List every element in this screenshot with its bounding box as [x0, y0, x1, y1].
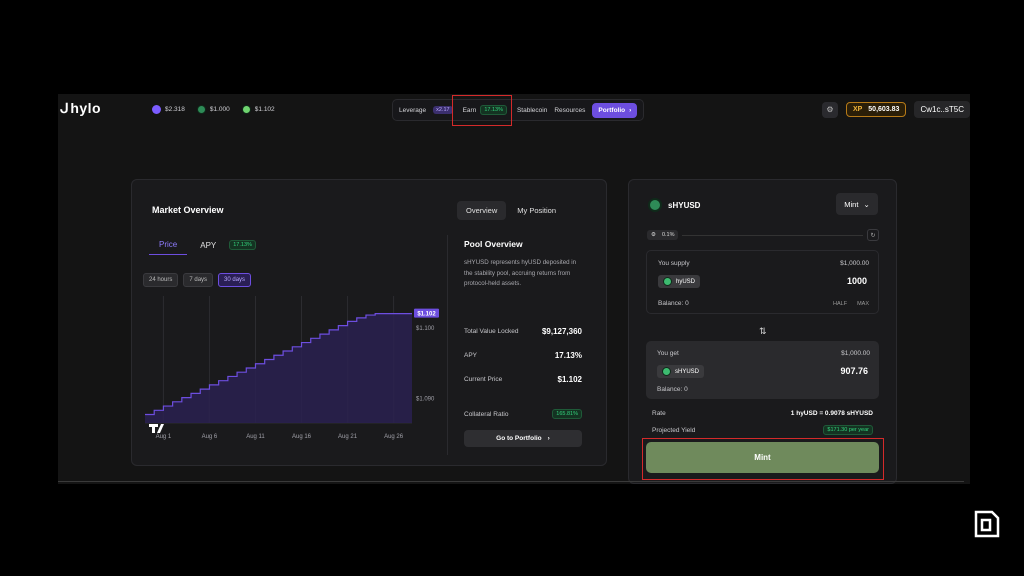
mode-dropdown[interactable]: Mint ⌄: [836, 193, 878, 215]
green-token-icon: [196, 105, 206, 114]
gear-icon[interactable]: ⚙: [821, 101, 838, 118]
x-tick-label: Aug 6: [202, 434, 218, 440]
supply-input-box: You supply $1,000.00 hyUSD 1000 Balance:…: [646, 250, 879, 314]
stat-current-price: Current Price $1.102: [464, 375, 582, 384]
token-prices: $2.318 $1.000 $1.102: [152, 105, 275, 114]
go-to-portfolio-button[interactable]: Go to Portfolio ›: [464, 430, 582, 447]
chevron-down-icon: ⌄: [863, 199, 870, 209]
receive-amount: 907.76: [840, 366, 868, 376]
slippage-setting[interactable]: ⚙ 0.1%: [647, 230, 679, 240]
hylo-logo[interactable]: ᒍhylo: [60, 100, 102, 116]
corner-brand-icon: [974, 510, 1000, 538]
chevron-right-icon: ›: [629, 106, 632, 114]
chart-metric-tabs: Price APY 17.13%: [149, 240, 256, 255]
stat-apy: APY 17.13%: [464, 351, 582, 360]
xp-badge[interactable]: XP 50,603.83: [845, 102, 907, 117]
y-tick-label: $1.100: [416, 326, 435, 332]
y-tick-label: $1.090: [416, 396, 435, 402]
hyusd-token-icon: [663, 277, 672, 286]
current-price-tag: [414, 308, 439, 318]
earn-badge: 17.13%: [480, 105, 507, 115]
tab-price[interactable]: Price: [149, 240, 188, 255]
tab-my-position[interactable]: My Position: [517, 206, 557, 215]
tab-apy[interactable]: APY: [200, 240, 217, 250]
max-button[interactable]: MAX: [857, 301, 869, 307]
pool-description: sHYUSD represents hyUSD deposited in the…: [464, 259, 577, 287]
price-chart[interactable]: Aug 1 Aug 6 Aug 11 Aug 16 Aug 21 Aug 26 $1.100…: [142, 288, 442, 448]
shyusd-token-icon: [648, 198, 662, 212]
x-tick-label: Aug 11: [246, 434, 265, 440]
view-tabs: Overview My Position: [457, 201, 565, 220]
x-tick-label: Aug 21: [338, 434, 358, 440]
token-price-item: $2.318: [152, 105, 185, 114]
supply-token-selector[interactable]: hyUSD: [658, 275, 701, 288]
range-7-days[interactable]: 7 days: [183, 273, 214, 287]
lime-token-icon: [241, 105, 251, 114]
tab-overview[interactable]: Overview: [457, 201, 507, 220]
hylo-logo-mark-icon: ᒍ: [60, 100, 70, 116]
time-range-selector: 24 hours 7 days 30 days: [143, 273, 252, 287]
leverage-badge: x2.17: [433, 106, 453, 114]
slippage-row: ⚙ 0.1% ↻: [647, 229, 879, 241]
x-tick-label: Aug 26: [384, 434, 404, 440]
mint-panel: sHYUSD Mint ⌄ ⚙ 0.1% ↻ You supply $1,000…: [628, 179, 897, 484]
header-actions: ⚙ XP 50,603.83 Cw1c..sT5C: [821, 101, 970, 118]
divider-line: [58, 481, 964, 482]
apy-badge: 17.13%: [229, 240, 256, 250]
market-overview-title: Market Overview: [152, 205, 224, 215]
projected-yield-row: Projected Yield $171.30 per year: [652, 425, 873, 435]
x-tick-label: Aug 1: [156, 434, 172, 440]
shyusd-token-icon: [662, 367, 671, 376]
tradingview-logo-icon: [149, 424, 164, 433]
supply-amount-input[interactable]: 1000: [846, 276, 867, 286]
refresh-icon[interactable]: ↻: [867, 229, 879, 241]
token-price-item: $1.102: [241, 105, 275, 114]
range-24-hours[interactable]: 24 hours: [143, 273, 179, 287]
nav-stablecoin[interactable]: Stablecoin: [516, 106, 548, 114]
stat-tvl: Total Value Locked $9,127,360: [464, 327, 582, 336]
settings-icon: ⚙: [651, 232, 656, 238]
swap-direction-icon[interactable]: ⇅: [759, 326, 767, 336]
receive-box: You get $1,000.00 sHYUSD 907.76 Balance:…: [646, 341, 879, 399]
mint-panel-header: sHYUSD: [648, 198, 700, 212]
earn-highlight-box: [452, 95, 512, 126]
app-window: ᒍhylo $2.318 $1.000 $1.102 Leverage x2.1…: [58, 94, 970, 484]
token-price-item: $1.000: [196, 105, 230, 114]
mint-button[interactable]: Mint: [646, 442, 879, 473]
portfolio-button[interactable]: Portfolio ›: [592, 102, 638, 118]
main-nav: Leverage x2.17 Earn 17.13% Stablecoin Re…: [392, 99, 645, 121]
receive-token-selector[interactable]: sHYUSD: [657, 365, 705, 378]
half-button[interactable]: HALF: [833, 301, 848, 307]
x-tick-label: Aug 16: [292, 434, 312, 440]
stat-collateral-ratio: Collateral Ratio 165.81%: [464, 409, 582, 419]
chevron-right-icon: ›: [547, 435, 550, 442]
purple-token-icon: [152, 105, 161, 114]
range-30-days[interactable]: 30 days: [218, 273, 252, 287]
current-price-label: $1.102: [417, 312, 436, 318]
market-overview-panel: Market Overview Overview My Position Pri…: [131, 179, 607, 466]
price-area: [145, 313, 412, 423]
pool-overview-title: Pool Overview: [464, 239, 523, 249]
nav-resources[interactable]: Resources: [554, 106, 586, 114]
wallet-button[interactable]: Cw1c..sT5C: [914, 101, 970, 118]
mint-highlight-box: [642, 438, 884, 480]
rate-row: Rate 1 hyUSD = 0.9078 sHYUSD: [652, 410, 873, 417]
nav-earn[interactable]: Earn 17.13%: [460, 105, 510, 115]
panel-divider: [447, 235, 448, 455]
price-line: [145, 313, 412, 416]
nav-leverage[interactable]: Leverage: [399, 106, 427, 114]
